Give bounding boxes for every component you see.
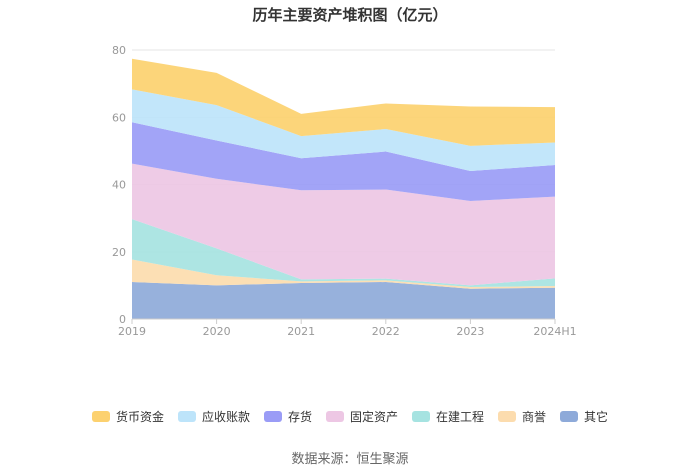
legend-label: 存货 (287, 410, 312, 424)
y-tick-label: 20 (112, 246, 126, 259)
y-tick-label: 60 (112, 111, 126, 124)
legend-swatch (560, 411, 579, 422)
legend-label: 其它 (584, 410, 609, 424)
x-tick-label: 2021 (287, 325, 315, 338)
area-series-6 (132, 58, 555, 146)
legend-item[interactable]: 应收账款 (177, 408, 250, 425)
data-source: 数据来源：恒生聚源 (291, 452, 409, 467)
y-tick-label: 80 (112, 44, 126, 57)
legend-label: 在建工程 (436, 410, 485, 424)
x-tick-label: 2022 (372, 325, 400, 338)
legend: 货币资金 应收账款 存货 固定资产 在建工程 商誉 其它 (0, 408, 700, 425)
area-series-1 (132, 259, 555, 289)
x-tick-label: 2023 (456, 325, 484, 338)
legend-item[interactable]: 存货 (263, 408, 312, 425)
chart-title: 历年主要资产堆积图（亿元） (252, 6, 448, 24)
x-tick-label: 2024H1 (533, 325, 576, 338)
area-series-2 (132, 219, 555, 288)
legend-label: 商誉 (522, 410, 547, 424)
area-series-3 (132, 163, 555, 286)
area-series (132, 58, 555, 319)
legend-swatch (263, 411, 282, 422)
legend-swatch (412, 411, 430, 422)
x-tick-label: 2019 (118, 325, 146, 338)
legend-item[interactable]: 商誉 (498, 408, 546, 425)
legend-label: 货币资金 (115, 410, 164, 424)
legend-swatch (91, 411, 110, 422)
area-series-0 (132, 282, 555, 319)
legend-item[interactable]: 其它 (560, 408, 608, 425)
legend-item[interactable]: 在建工程 (412, 408, 484, 425)
y-tick-label: 0 (119, 313, 126, 326)
legend-swatch (498, 411, 517, 422)
y-tick-label: 40 (112, 179, 126, 192)
legend-item[interactable]: 固定资产 (325, 408, 398, 425)
x-tick-label: 2020 (203, 325, 231, 338)
legend-label: 应收账款 (201, 410, 250, 424)
legend-label: 固定资产 (349, 410, 398, 424)
area-series-4 (132, 122, 555, 201)
legend-swatch (325, 411, 344, 422)
legend-item[interactable]: 货币资金 (91, 408, 164, 425)
axes: 0 20 40 60 80 2019 2020 2021 2022 2023 2024H1 (112, 44, 577, 338)
area-series-5 (132, 89, 555, 172)
legend-swatch (177, 411, 196, 422)
